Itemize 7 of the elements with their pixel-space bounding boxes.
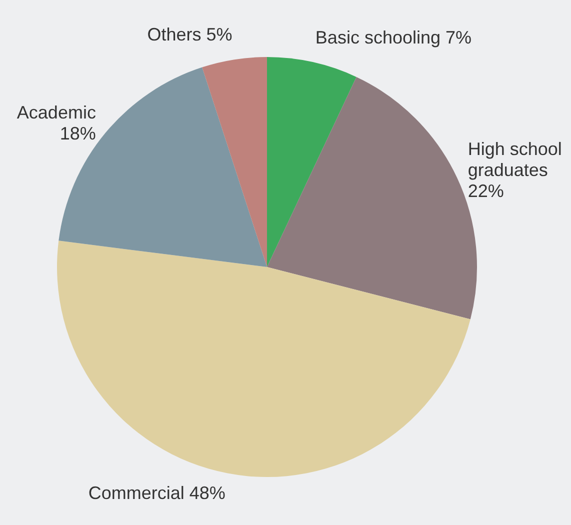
slice-label: Basic schooling 7%: [315, 27, 472, 48]
data-label: 22%: [468, 180, 504, 201]
slice-label: Others 5%: [147, 24, 232, 45]
slice-label: High school graduates: [468, 138, 562, 180]
data-label: 18%: [60, 123, 96, 144]
slice-label: Academic: [16, 102, 96, 122]
slice-label: Commercial 48%: [88, 483, 226, 504]
